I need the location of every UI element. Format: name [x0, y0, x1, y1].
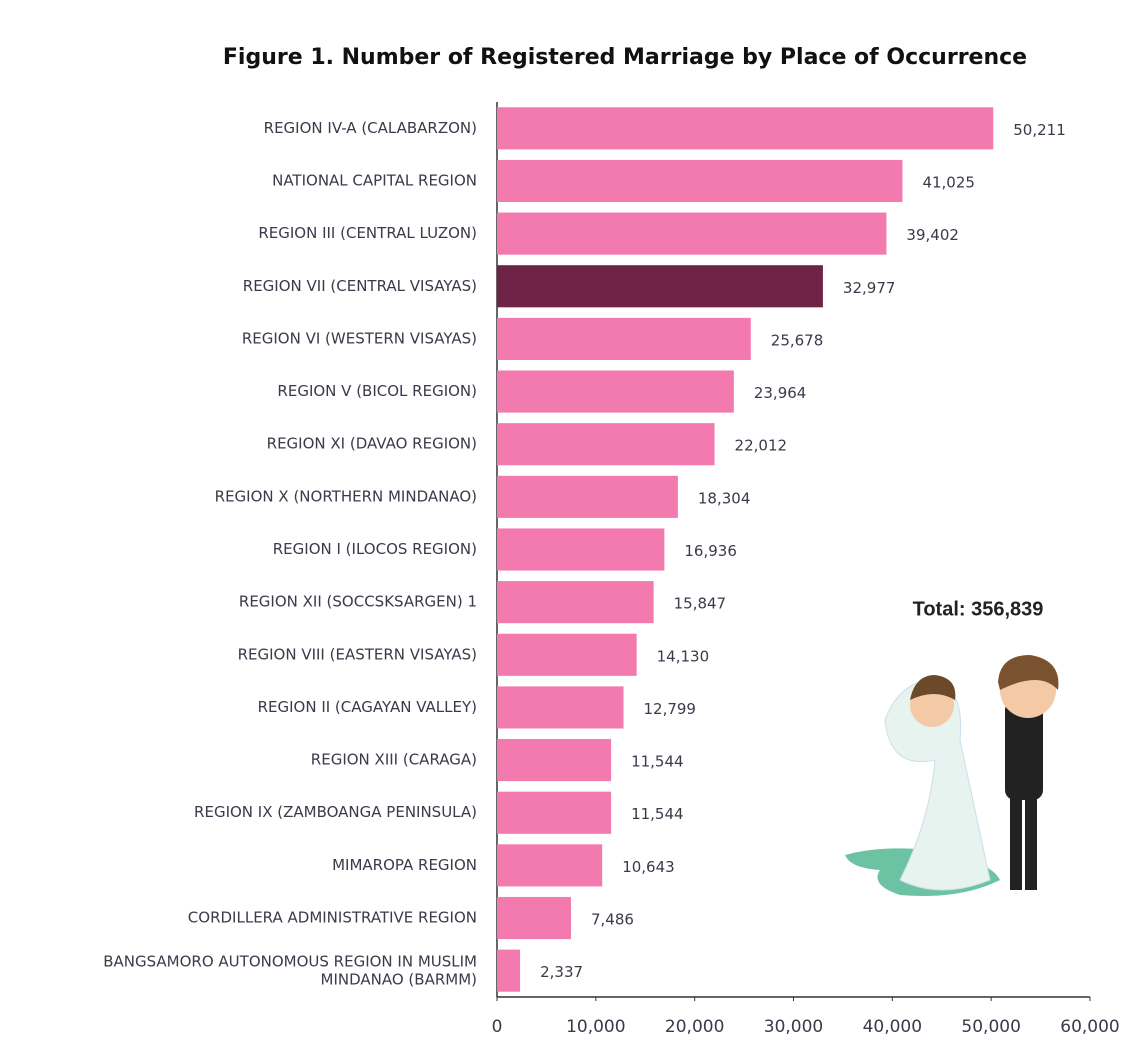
y-tick-label: REGION II (CAGAYAN VALLEY): [258, 698, 477, 716]
bar: [497, 633, 637, 676]
x-tick-label: 30,000: [764, 1017, 823, 1037]
bar: [497, 739, 612, 782]
value-label: 25,678: [771, 331, 824, 349]
bar: [497, 686, 624, 729]
value-label: 7,486: [591, 911, 634, 929]
y-tick-label: NATIONAL CAPITAL REGION: [272, 171, 477, 189]
y-tick-label: REGION III (CENTRAL LUZON): [258, 224, 477, 242]
bar: [497, 159, 903, 203]
y-tick-label: CORDILLERA ADMINISTRATIVE REGION: [188, 909, 477, 927]
total-annotation: Total: 356,839: [913, 598, 1044, 620]
value-label: 18,304: [698, 489, 751, 507]
bar: [497, 317, 751, 360]
x-tick-label: 40,000: [863, 1017, 922, 1037]
bar: [497, 896, 571, 940]
bar: [497, 370, 734, 413]
y-tick-label: REGION VI (WESTERN VISAYAS): [242, 329, 477, 347]
bar: [497, 475, 678, 518]
bar: [497, 949, 521, 992]
value-label: 11,544: [631, 805, 684, 823]
bar: [497, 212, 887, 255]
value-label: 22,012: [735, 437, 788, 455]
bar: [497, 528, 665, 571]
value-label: 2,337: [540, 963, 583, 981]
value-label: 16,936: [684, 542, 737, 560]
bar: [497, 423, 715, 466]
x-tick-label: 0: [492, 1017, 503, 1037]
y-tick-label: REGION XII (SOCCSKSARGEN) 1: [239, 593, 477, 611]
x-tick-label: 20,000: [665, 1017, 724, 1037]
couple-illustration: [845, 655, 1059, 896]
y-tick-label: REGION VII (CENTRAL VISAYAS): [243, 277, 477, 295]
y-tick-label: REGION IV-A (CALABARZON): [264, 119, 477, 137]
value-label: 11,544: [631, 753, 684, 771]
y-tick-label: BANGSAMORO AUTONOMOUS REGION IN MUSLIM MI…: [103, 952, 477, 988]
value-label: 10,643: [622, 858, 675, 876]
value-label: 14,130: [657, 647, 710, 665]
value-label: 15,847: [674, 595, 727, 613]
y-tick-label: REGION I (ILOCOS REGION): [273, 540, 477, 558]
y-tick-label: REGION XIII (CARAGA): [311, 751, 477, 769]
bar: [497, 265, 823, 308]
value-label: 12,799: [643, 700, 696, 718]
x-tick-label: 10,000: [566, 1017, 625, 1037]
y-tick-label: REGION VIII (EASTERN VISAYAS): [238, 645, 477, 663]
chart-title: Figure 1. Number of Registered Marriage …: [223, 45, 1027, 70]
y-tick-label: REGION IX (ZAMBOANGA PENINSULA): [194, 803, 477, 821]
y-tick-label: MIMAROPA REGION: [332, 856, 477, 874]
value-label: 50,211: [1013, 121, 1066, 139]
bar: [497, 107, 994, 150]
value-label: 23,964: [754, 384, 807, 402]
bar: [497, 844, 603, 887]
bar: [497, 791, 612, 834]
value-label: 41,025: [922, 173, 975, 191]
y-tick-label: REGION V (BICOL REGION): [277, 382, 477, 400]
x-tick-label: 50,000: [961, 1017, 1020, 1037]
x-tick-label: 60,000: [1060, 1017, 1119, 1037]
value-label: 32,977: [843, 279, 896, 297]
bar: [497, 581, 654, 624]
y-tick-label: REGION X (NORTHERN MINDANAO): [215, 487, 477, 505]
y-tick-label: REGION XI (DAVAO REGION): [267, 435, 477, 453]
value-label: 39,402: [906, 226, 959, 244]
